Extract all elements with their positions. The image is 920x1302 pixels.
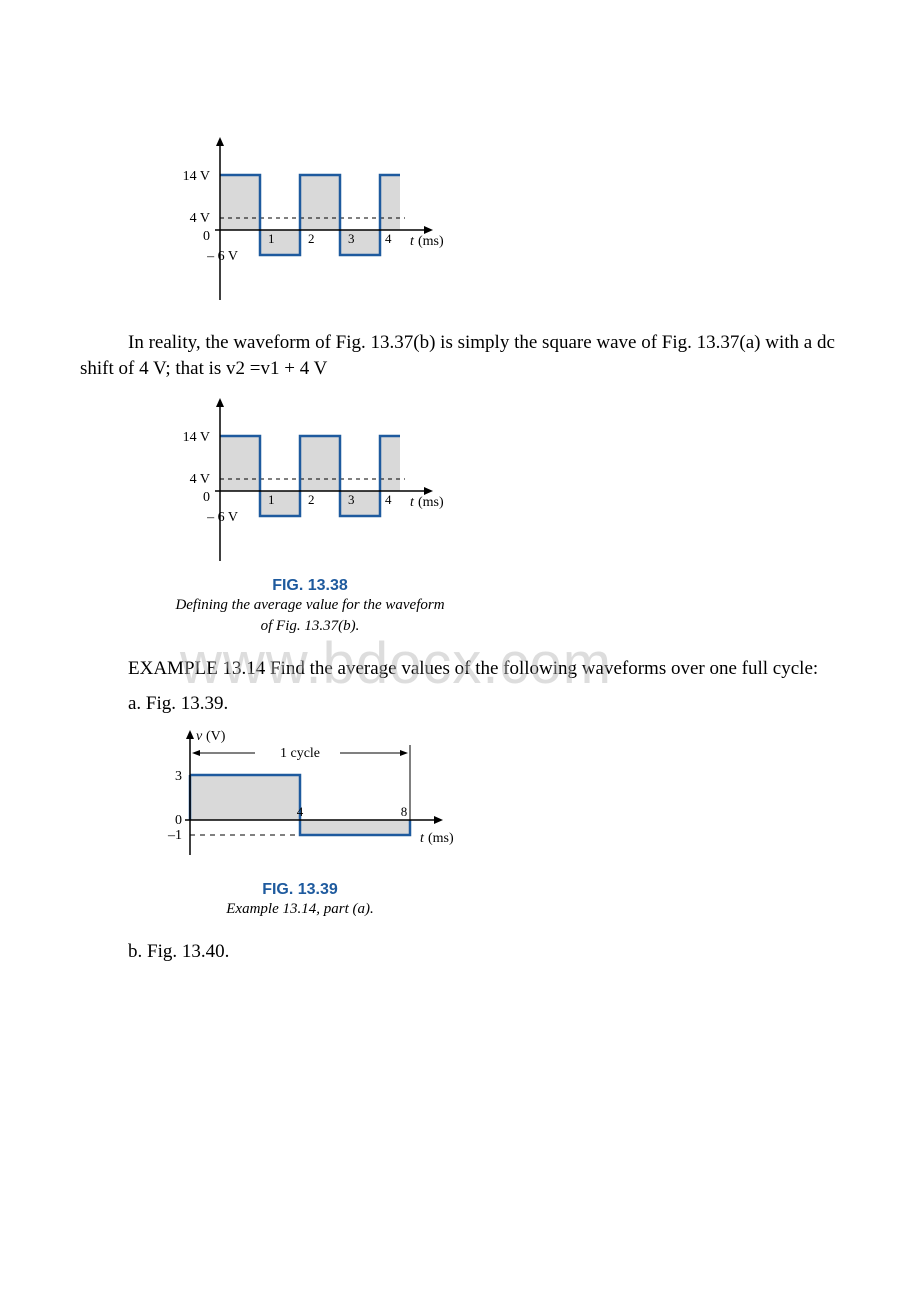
svg-text:2: 2 [308, 492, 315, 507]
fig-39-title: FIG. 13.39 [160, 881, 440, 899]
svg-text:v: v [196, 729, 203, 744]
svg-text:– 6 V: – 6 V [206, 249, 238, 264]
fig-38-title: FIG. 13.38 [160, 577, 460, 595]
fig-38-caption-1: Defining the average value for the wavef… [160, 595, 460, 615]
svg-text:(ms): (ms) [418, 495, 444, 510]
svg-text:4: 4 [297, 804, 304, 819]
svg-text:4 V: 4 V [190, 211, 210, 226]
svg-text:4: 4 [385, 231, 392, 246]
square-wave-chart-1: 14 V 4 V 0 – 6 V 1 2 3 4 t (ms) [160, 130, 460, 310]
svg-text:4: 4 [385, 492, 392, 507]
svg-text:3: 3 [175, 769, 182, 784]
sub-item-b: b. Fig. 13.40. [128, 939, 840, 965]
svg-text:(V): (V) [206, 729, 226, 744]
svg-text:14 V: 14 V [183, 430, 210, 445]
fig-38-caption-2: of Fig. 13.37(b). [160, 616, 460, 636]
svg-text:– 6 V: – 6 V [206, 510, 238, 525]
svg-text:1: 1 [268, 492, 275, 507]
svg-text:4 V: 4 V [190, 472, 210, 487]
svg-text:(ms): (ms) [418, 234, 444, 249]
svg-text:0: 0 [175, 813, 182, 828]
figure-13-39: 1 cycle v (V) 3 0 –1 4 8 t (ms) FIG. 13.… [140, 725, 840, 919]
svg-text:3: 3 [348, 492, 355, 507]
svg-text:t: t [410, 495, 415, 510]
paragraph-1: In reality, the waveform of Fig. 13.37(b… [80, 330, 840, 381]
figure-13-37-repeat: 14 V 4 V 0 – 6 V 1 2 3 4 t (ms) [160, 130, 840, 310]
svg-text:0: 0 [203, 490, 210, 505]
page-content: 14 V 4 V 0 – 6 V 1 2 3 4 t (ms) In reali… [0, 0, 920, 1053]
square-wave-chart-2: 14 V 4 V 0 – 6 V 1 2 3 4 t (ms) [160, 391, 460, 571]
svg-text:t: t [410, 234, 415, 249]
fig-39-caption: Example 13.14, part (a). [160, 899, 440, 919]
waveform-chart-39: 1 cycle v (V) 3 0 –1 4 8 t (ms) [140, 725, 460, 875]
figure-13-38: 14 V 4 V 0 – 6 V 1 2 3 4 t (ms) FIG. 13.… [160, 391, 840, 636]
svg-text:3: 3 [348, 231, 355, 246]
svg-text:14 V: 14 V [183, 169, 210, 184]
svg-text:0: 0 [203, 229, 210, 244]
svg-text:–1: –1 [167, 828, 182, 843]
svg-text:1: 1 [268, 231, 275, 246]
sub-item-a: a. Fig. 13.39. [128, 691, 840, 717]
paragraph-2: EXAMPLE 13.14 Find the average values of… [80, 656, 840, 682]
svg-text:2: 2 [308, 231, 315, 246]
svg-text:(ms): (ms) [428, 831, 454, 846]
svg-text:t: t [420, 831, 425, 846]
svg-text:8: 8 [401, 804, 408, 819]
svg-text:1 cycle: 1 cycle [280, 746, 320, 761]
